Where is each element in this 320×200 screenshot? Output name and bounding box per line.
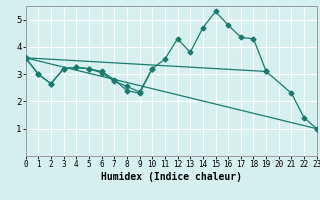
X-axis label: Humidex (Indice chaleur): Humidex (Indice chaleur) — [101, 172, 242, 182]
